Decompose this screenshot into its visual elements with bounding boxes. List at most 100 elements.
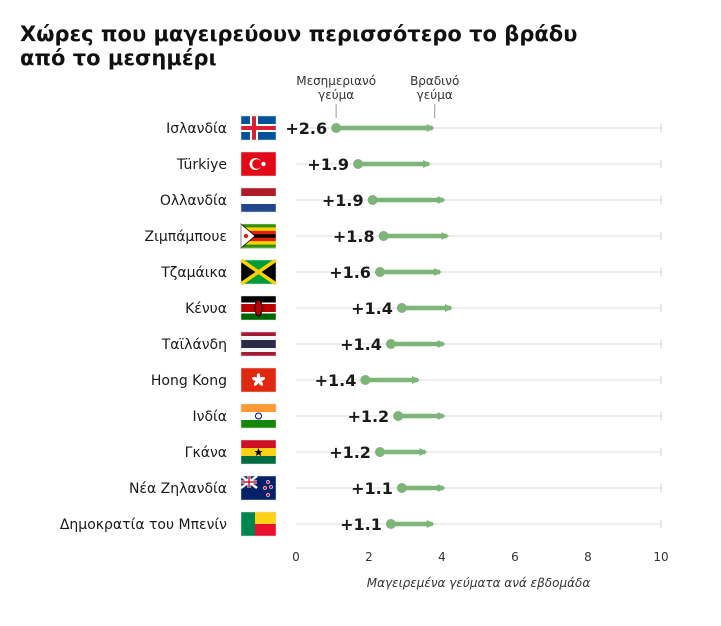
x-axis-label: Μαγειρεμένα γεύματα ανά εβδομάδα bbox=[367, 576, 591, 590]
country-label: Γκάνα bbox=[185, 445, 227, 461]
flag-chakra bbox=[255, 412, 262, 420]
turkey-flag-icon bbox=[240, 151, 277, 177]
flag-border bbox=[240, 115, 277, 141]
difference-label: +1.1 bbox=[340, 515, 382, 534]
flag-blue-band bbox=[241, 340, 276, 348]
lunch-point bbox=[385, 339, 396, 349]
flag-border bbox=[240, 511, 277, 537]
country-label: Τζαμάικα bbox=[160, 265, 227, 281]
flag-stripe bbox=[241, 227, 276, 232]
jamaica-flag-icon bbox=[240, 258, 277, 286]
x-tick-label: 2 bbox=[365, 550, 373, 564]
flag-petal bbox=[253, 379, 259, 386]
flag-green-band bbox=[241, 512, 255, 536]
netherlands-flag-icon bbox=[240, 187, 277, 213]
difference-label: +1.4 bbox=[315, 371, 357, 390]
flag-border bbox=[240, 475, 277, 501]
flag-petal bbox=[258, 379, 264, 386]
flag-stripe bbox=[241, 224, 276, 228]
iceland-flag-icon bbox=[240, 115, 277, 141]
flag-stripe bbox=[241, 234, 276, 239]
flag-stripe-green bbox=[241, 420, 276, 428]
chart-row: Νέα Ζηλανδία +1.1 bbox=[129, 475, 662, 501]
lunch-point bbox=[393, 411, 404, 421]
flag-stripe bbox=[241, 241, 276, 246]
lunch-point bbox=[378, 231, 389, 241]
india-flag-icon bbox=[240, 403, 277, 429]
difference-label: +1.2 bbox=[329, 443, 371, 462]
chart-row: Ολλανδία +1.9 bbox=[160, 187, 662, 213]
difference-label: +1.9 bbox=[307, 155, 349, 174]
flag-border bbox=[240, 223, 277, 249]
benin-flag-icon bbox=[240, 511, 277, 537]
flag-stripe-saffron bbox=[241, 404, 276, 412]
flag-yellow-band bbox=[255, 512, 276, 524]
flag-stripe bbox=[241, 237, 276, 242]
flag-stripe bbox=[241, 230, 276, 235]
flag-border bbox=[240, 439, 277, 465]
country-label: Ολλανδία bbox=[160, 193, 227, 209]
flag-shield bbox=[254, 299, 263, 317]
flag-star bbox=[254, 448, 263, 456]
country-label: Türkiye bbox=[176, 157, 227, 173]
flag-stripe-white bbox=[241, 412, 276, 420]
difference-label: +1.9 bbox=[322, 191, 364, 210]
lunch-point bbox=[396, 303, 407, 313]
country-label: Ταϊλάνδη bbox=[161, 337, 227, 353]
lunch-point bbox=[385, 519, 396, 529]
flag-stripe-blue bbox=[241, 204, 276, 212]
flag-star bbox=[266, 480, 270, 484]
difference-label: +1.4 bbox=[351, 299, 393, 318]
x-tick-label: 6 bbox=[511, 550, 519, 564]
lunch-point bbox=[353, 159, 364, 169]
lunch-point bbox=[360, 375, 371, 385]
flag-star bbox=[266, 493, 270, 497]
flag-fly-triangle bbox=[258, 260, 276, 284]
lunch-point bbox=[331, 123, 342, 133]
chart-row: Δημοκρατία του Μπενίν +1.1 bbox=[60, 511, 662, 537]
flag-field bbox=[241, 368, 276, 392]
flag-crescent-inner bbox=[252, 159, 262, 169]
flag-border bbox=[240, 295, 277, 321]
chart-row: Ζιμπάμπουε +1.8 bbox=[145, 223, 662, 249]
flag-star bbox=[263, 486, 267, 490]
lunch-point bbox=[374, 447, 385, 457]
country-label: Hong Kong bbox=[151, 373, 227, 389]
legend-label-lunch: γεύμα bbox=[318, 88, 354, 102]
flag-star bbox=[243, 233, 249, 239]
flag-cross-red-h bbox=[241, 126, 276, 130]
country-label: Κένυα bbox=[185, 301, 227, 317]
thailand-flag-icon bbox=[240, 331, 277, 357]
flag-saltire-b bbox=[240, 258, 277, 286]
difference-label: +1.2 bbox=[347, 407, 389, 426]
flag-border bbox=[240, 331, 277, 357]
flag-border bbox=[240, 403, 277, 429]
x-tick-label: 10 bbox=[653, 550, 668, 564]
country-label: Ινδία bbox=[193, 409, 227, 425]
zimbabwe-flag-icon bbox=[240, 223, 277, 249]
difference-label: +2.6 bbox=[285, 119, 327, 138]
difference-label: +1.8 bbox=[333, 227, 375, 246]
chart-row: Hong Kong +1.4 bbox=[151, 367, 662, 393]
flag-petal bbox=[258, 376, 266, 381]
flag-stripe-green bbox=[241, 456, 276, 464]
chart-title: Χώρες που μαγειρεύουν περισσότερο το βρά… bbox=[20, 22, 578, 70]
difference-label: +1.4 bbox=[340, 335, 382, 354]
x-tick-label: 4 bbox=[438, 550, 446, 564]
flag-petal bbox=[256, 373, 261, 380]
difference-label: +1.6 bbox=[329, 263, 371, 282]
difference-label: +1.1 bbox=[351, 479, 393, 498]
flag-star bbox=[261, 161, 266, 167]
chart-row: Κένυα +1.4 bbox=[185, 295, 662, 321]
country-label: Ισλανδία bbox=[166, 121, 227, 137]
flag-red-band bbox=[255, 524, 276, 536]
chart-row: Ινδία +1.2 bbox=[193, 403, 662, 429]
flag-stripe-white bbox=[241, 196, 276, 204]
x-tick-label: 0 bbox=[292, 550, 300, 564]
hong-kong-flag-icon bbox=[240, 367, 277, 393]
flag-border bbox=[240, 367, 277, 393]
x-tick-label: 8 bbox=[584, 550, 592, 564]
flag-stripe-red bbox=[241, 188, 276, 196]
country-label: Ζιμπάμπουε bbox=[145, 229, 227, 245]
